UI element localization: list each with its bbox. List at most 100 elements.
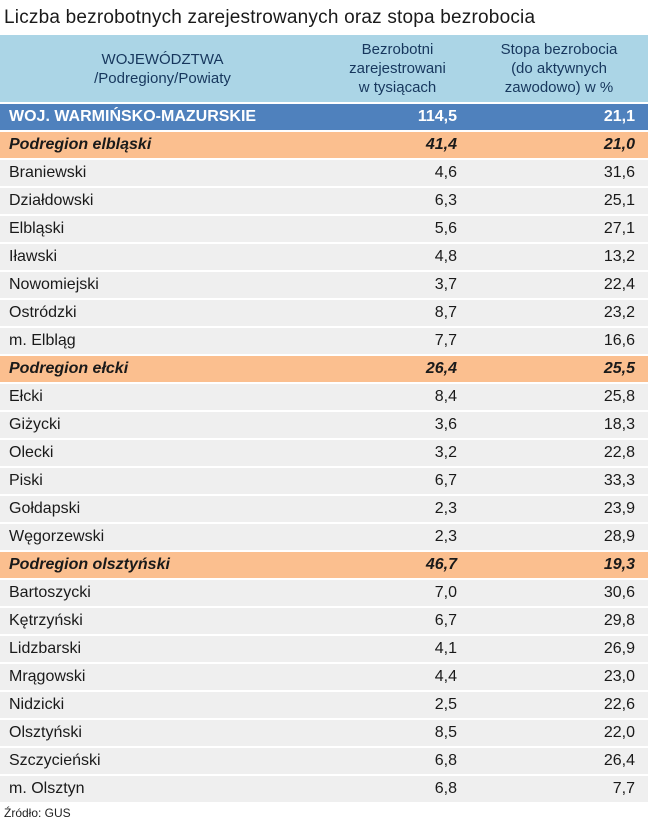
rate-cell: 22,8 xyxy=(470,440,648,468)
column-header-rate: Stopa bezrobocia (do aktywnych zawodowo)… xyxy=(470,35,648,104)
table-row: Olsztyński 8,5 22,0 xyxy=(0,720,648,748)
rate-cell: 27,1 xyxy=(470,216,648,244)
table-row: Działdowski 6,3 25,1 xyxy=(0,188,648,216)
table-row: Ełcki 8,4 25,8 xyxy=(0,384,648,412)
territory-cell: Elbląski xyxy=(0,216,325,244)
territory-cell: Piski xyxy=(0,468,325,496)
unemployed-cell: 114,5 xyxy=(325,104,470,132)
unemployed-cell: 4,8 xyxy=(325,244,470,272)
table-row: Węgorzewski 2,3 28,9 xyxy=(0,524,648,552)
unemployed-cell: 6,8 xyxy=(325,748,470,776)
unemployed-cell: 2,5 xyxy=(325,692,470,720)
unemployment-table: WOJEWÓDZTWA /Podregiony/Powiaty Bezrobot… xyxy=(0,35,648,804)
table-row: Podregion elbląski 41,4 21,0 xyxy=(0,132,648,160)
rate-cell: 26,9 xyxy=(470,636,648,664)
territory-cell: Węgorzewski xyxy=(0,524,325,552)
unemployed-cell: 3,7 xyxy=(325,272,470,300)
unemployed-cell: 5,6 xyxy=(325,216,470,244)
column-header-unemployed: Bezrobotni zarejestrowani w tysiącach xyxy=(325,35,470,104)
unemployed-cell: 4,1 xyxy=(325,636,470,664)
table-row: Lidzbarski 4,1 26,9 xyxy=(0,636,648,664)
territory-cell: Szczycieński xyxy=(0,748,325,776)
table-row: Nidzicki 2,5 22,6 xyxy=(0,692,648,720)
source-note: Źródło: GUS xyxy=(4,806,71,820)
territory-cell: Podregion olsztyński xyxy=(0,552,325,580)
unemployed-cell: 4,4 xyxy=(325,664,470,692)
rate-cell: 28,9 xyxy=(470,524,648,552)
unemployed-cell: 8,4 xyxy=(325,384,470,412)
table-row: Giżycki 3,6 18,3 xyxy=(0,412,648,440)
unemployed-cell: 6,3 xyxy=(325,188,470,216)
rate-cell: 22,0 xyxy=(470,720,648,748)
rate-cell: 19,3 xyxy=(470,552,648,580)
unemployed-cell: 2,3 xyxy=(325,496,470,524)
rate-cell: 22,4 xyxy=(470,272,648,300)
territory-cell: Olsztyński xyxy=(0,720,325,748)
rate-cell: 33,3 xyxy=(470,468,648,496)
territory-cell: WOJ. WARMIŃSKO-MAZURSKIE xyxy=(0,104,325,132)
table-body: WOJ. WARMIŃSKO-MAZURSKIE 114,5 21,1 Podregi… xyxy=(0,104,648,804)
territory-cell: Podregion ełcki xyxy=(0,356,325,384)
territory-cell: m. Olsztyn xyxy=(0,776,325,804)
rate-cell: 21,0 xyxy=(470,132,648,160)
territory-cell: Ełcki xyxy=(0,384,325,412)
territory-cell: Nidzicki xyxy=(0,692,325,720)
unemployed-cell: 26,4 xyxy=(325,356,470,384)
table-row: Szczycieński 6,8 26,4 xyxy=(0,748,648,776)
rate-cell: 23,0 xyxy=(470,664,648,692)
table-row: Kętrzyński 6,7 29,8 xyxy=(0,608,648,636)
table-row: WOJ. WARMIŃSKO-MAZURSKIE 114,5 21,1 xyxy=(0,104,648,132)
table-row: Olecki 3,2 22,8 xyxy=(0,440,648,468)
territory-cell: Podregion elbląski xyxy=(0,132,325,160)
header-row: WOJEWÓDZTWA /Podregiony/Powiaty Bezrobot… xyxy=(0,35,648,104)
unemployed-cell: 3,2 xyxy=(325,440,470,468)
table-row: Braniewski 4,6 31,6 xyxy=(0,160,648,188)
table-row: m. Olsztyn 6,8 7,7 xyxy=(0,776,648,804)
table-row: Podregion olsztyński 46,7 19,3 xyxy=(0,552,648,580)
unemployed-cell: 2,3 xyxy=(325,524,470,552)
unemployed-cell: 7,0 xyxy=(325,580,470,608)
territory-cell: Działdowski xyxy=(0,188,325,216)
table-row: Iławski 4,8 13,2 xyxy=(0,244,648,272)
table-row: Nowomiejski 3,7 22,4 xyxy=(0,272,648,300)
unemployed-cell: 46,7 xyxy=(325,552,470,580)
rate-cell: 13,2 xyxy=(470,244,648,272)
territory-cell: Kętrzyński xyxy=(0,608,325,636)
table-row: Piski 6,7 33,3 xyxy=(0,468,648,496)
rate-cell: 26,4 xyxy=(470,748,648,776)
territory-cell: Nowomiejski xyxy=(0,272,325,300)
unemployed-cell: 6,7 xyxy=(325,468,470,496)
rate-cell: 21,1 xyxy=(470,104,648,132)
territory-cell: Olecki xyxy=(0,440,325,468)
page-title: Liczba bezrobotnych zarejestrowanych ora… xyxy=(4,7,536,28)
unemployed-cell: 6,8 xyxy=(325,776,470,804)
unemployed-cell: 8,5 xyxy=(325,720,470,748)
territory-cell: Lidzbarski xyxy=(0,636,325,664)
territory-cell: Mrągowski xyxy=(0,664,325,692)
rate-cell: 18,3 xyxy=(470,412,648,440)
unemployed-cell: 3,6 xyxy=(325,412,470,440)
rate-cell: 29,8 xyxy=(470,608,648,636)
rate-cell: 31,6 xyxy=(470,160,648,188)
table-row: Podregion ełcki 26,4 25,5 xyxy=(0,356,648,384)
unemployed-cell: 4,6 xyxy=(325,160,470,188)
column-header-territory: WOJEWÓDZTWA /Podregiony/Powiaty xyxy=(0,35,325,104)
unemployed-cell: 6,7 xyxy=(325,608,470,636)
territory-cell: Gołdapski xyxy=(0,496,325,524)
unemployed-cell: 7,7 xyxy=(325,328,470,356)
rate-cell: 23,9 xyxy=(470,496,648,524)
territory-cell: Ostródzki xyxy=(0,300,325,328)
rate-cell: 25,5 xyxy=(470,356,648,384)
territory-cell: Braniewski xyxy=(0,160,325,188)
territory-cell: Giżycki xyxy=(0,412,325,440)
rate-cell: 22,6 xyxy=(470,692,648,720)
table-row: Gołdapski 2,3 23,9 xyxy=(0,496,648,524)
rate-cell: 16,6 xyxy=(470,328,648,356)
rate-cell: 7,7 xyxy=(470,776,648,804)
table-row: Bartoszycki 7,0 30,6 xyxy=(0,580,648,608)
table-header: WOJEWÓDZTWA /Podregiony/Powiaty Bezrobot… xyxy=(0,35,648,104)
rate-cell: 25,8 xyxy=(470,384,648,412)
table-row: m. Elbląg 7,7 16,6 xyxy=(0,328,648,356)
table-row: Elbląski 5,6 27,1 xyxy=(0,216,648,244)
